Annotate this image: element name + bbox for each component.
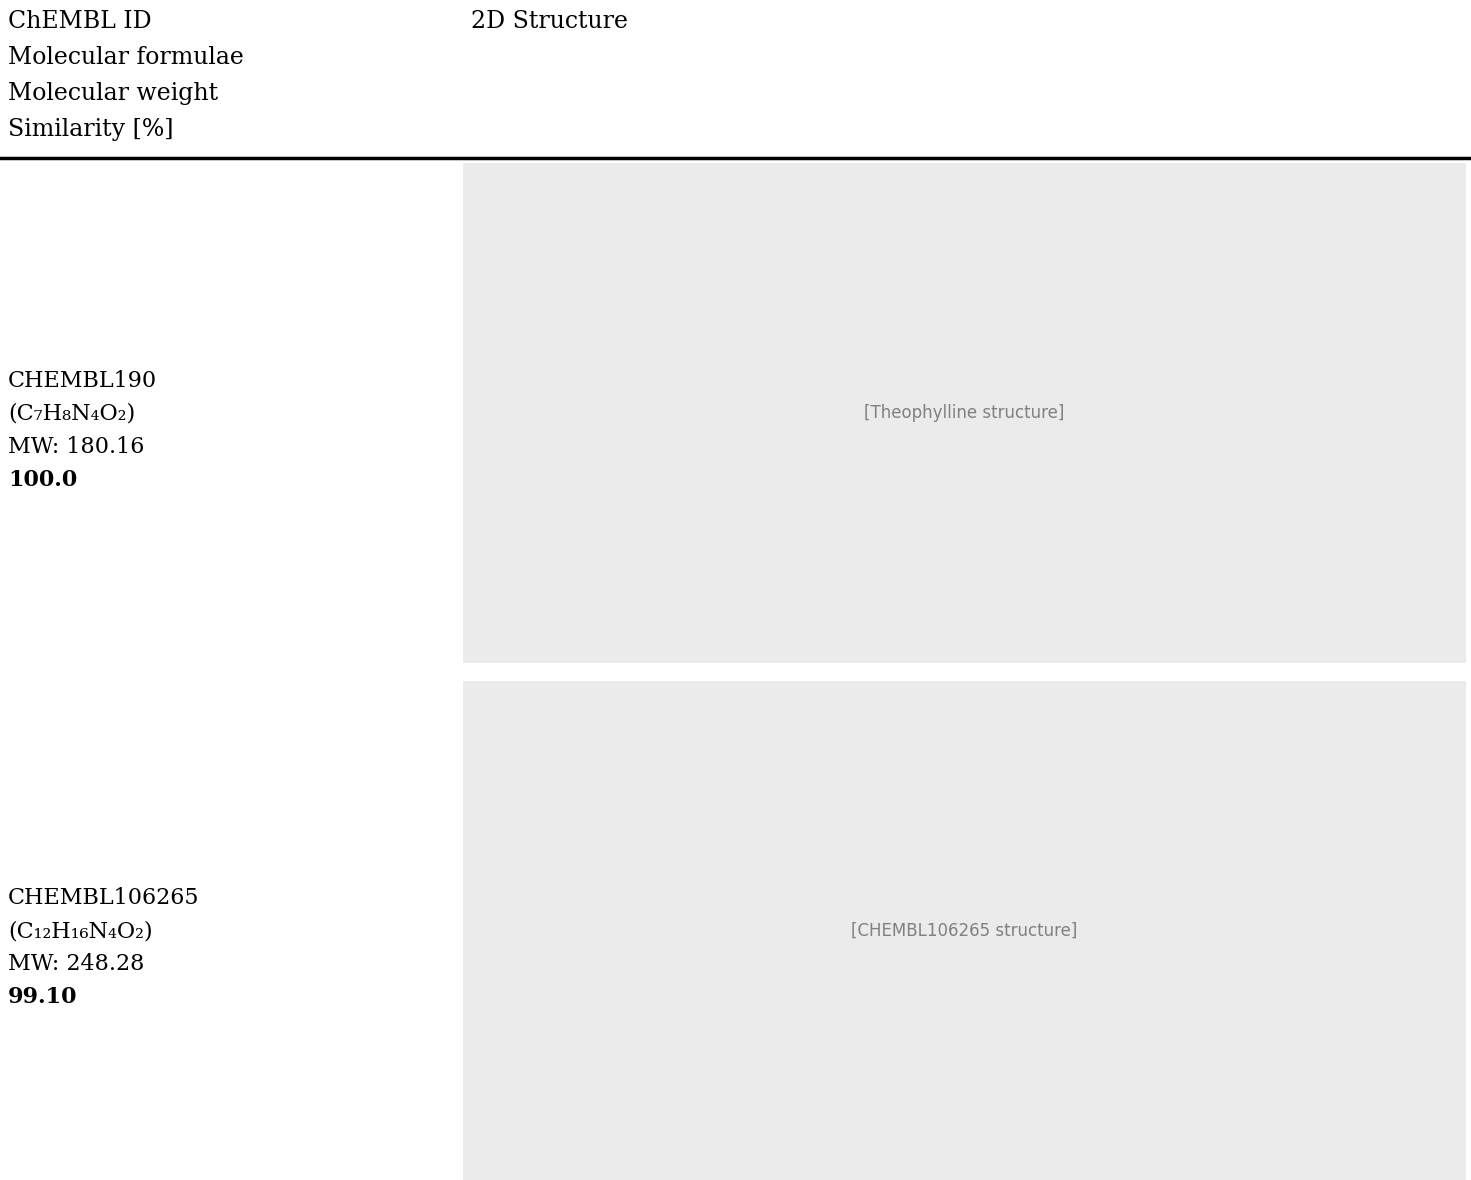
Text: (C₇H₈N₄O₂): (C₇H₈N₄O₂)	[7, 402, 135, 425]
Text: 99.10: 99.10	[7, 986, 78, 1009]
Text: 2D Structure: 2D Structure	[471, 9, 628, 33]
Text: [CHEMBL106265 structure]: [CHEMBL106265 structure]	[852, 922, 1078, 939]
Text: Molecular formulae: Molecular formulae	[7, 46, 244, 68]
Bar	[463, 681, 1467, 1180]
Text: [Theophylline structure]: [Theophylline structure]	[865, 404, 1065, 421]
Text: Molecular weight: Molecular weight	[7, 81, 218, 105]
Text: 100.0: 100.0	[7, 468, 78, 491]
Text: CHEMBL190: CHEMBL190	[7, 369, 157, 392]
Bar	[463, 163, 1467, 662]
Text: MW: 180.16: MW: 180.16	[7, 435, 144, 458]
Text: ChEMBL ID: ChEMBL ID	[7, 9, 152, 33]
Text: Similarity [%]: Similarity [%]	[7, 118, 174, 140]
Text: (C₁₂H₁₆N₄O₂): (C₁₂H₁₆N₄O₂)	[7, 920, 153, 942]
Text: CHEMBL106265: CHEMBL106265	[7, 887, 200, 909]
Text: MW: 248.28: MW: 248.28	[7, 953, 144, 976]
